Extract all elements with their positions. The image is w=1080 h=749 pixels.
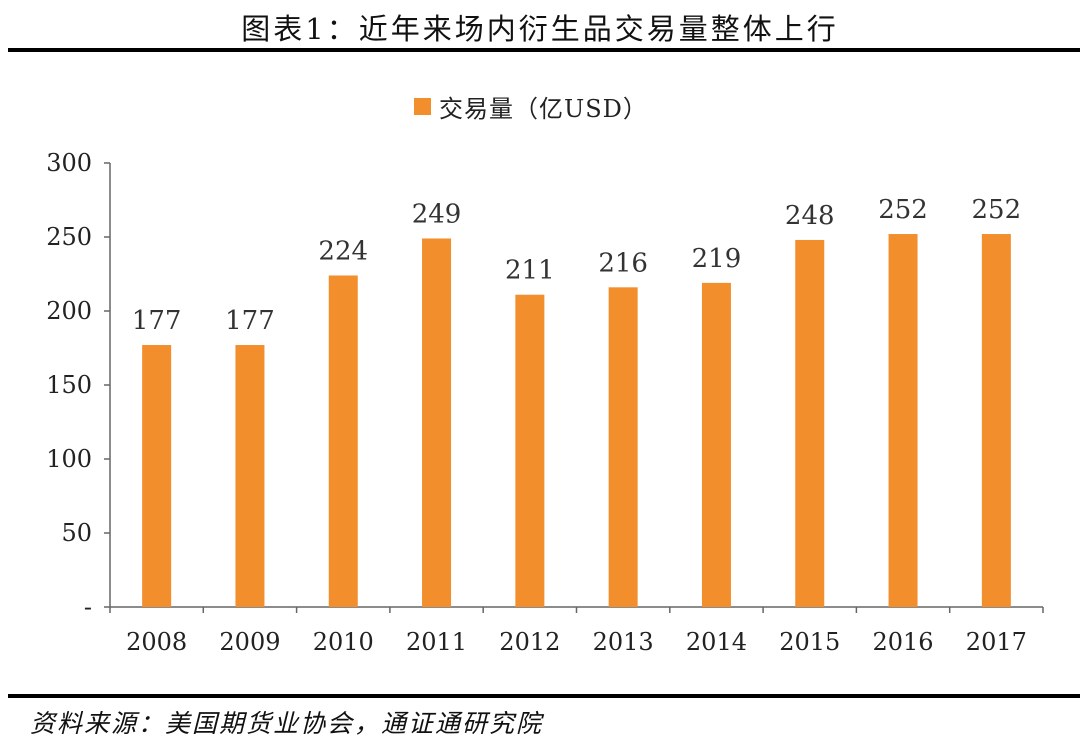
bar-value-label: 249 xyxy=(412,199,462,229)
bar-2017 xyxy=(981,234,1011,608)
y-tick-label: - xyxy=(84,593,92,621)
legend-label: 交易量（亿USD） xyxy=(439,94,648,123)
x-tick-label: 2012 xyxy=(499,628,560,656)
chart-title: 图表1：近年来场内衍生品交易量整体上行 xyxy=(241,12,839,46)
bar-value-label: 248 xyxy=(785,201,835,231)
bar-2016 xyxy=(888,234,918,608)
bar-2014 xyxy=(701,282,731,607)
bar-value-label: 224 xyxy=(318,236,368,266)
y-tick-label: 50 xyxy=(61,519,92,547)
data-labels: 177 177 224 249 211 216 219 248 252 252 xyxy=(132,195,1021,336)
bar-2015 xyxy=(795,239,825,607)
x-tick-label: 2017 xyxy=(966,628,1027,656)
x-tick-labels: 2008 2009 2010 2011 2012 2013 2014 2015 2016 2017 xyxy=(126,628,1027,656)
y-tick-label: 250 xyxy=(46,223,92,251)
x-tick-label: 2014 xyxy=(686,628,747,656)
bar-value-label: 211 xyxy=(505,256,555,286)
bottom-rule xyxy=(8,694,1080,698)
y-tick-labels: - 50 100 150 200 250 300 xyxy=(46,149,92,621)
x-tick-label: 2016 xyxy=(873,628,934,656)
bar-value-label: 216 xyxy=(598,248,648,278)
y-tick-label: 100 xyxy=(46,445,92,473)
bar-value-label: 252 xyxy=(878,195,928,225)
bar-value-label: 252 xyxy=(972,195,1022,225)
bar-2013 xyxy=(608,287,638,607)
bar-2010 xyxy=(328,275,358,607)
legend-swatch xyxy=(414,97,431,115)
y-tick-label: 300 xyxy=(46,149,92,177)
y-tick-label: 150 xyxy=(46,371,92,399)
x-tick-label: 2011 xyxy=(406,628,467,656)
source-note: 资料来源：美国期货业协会，通证通研究院 xyxy=(30,709,544,738)
bar-value-label: 177 xyxy=(132,306,182,336)
y-tick-label: 200 xyxy=(46,297,92,325)
top-rule xyxy=(8,48,1080,52)
bar-2008 xyxy=(142,345,172,607)
bars xyxy=(142,234,1011,608)
x-tick-label: 2008 xyxy=(126,628,187,656)
axes xyxy=(104,162,1044,613)
bar-2009 xyxy=(235,345,265,607)
bar-value-label: 219 xyxy=(692,244,742,274)
legend: 交易量（亿USD） xyxy=(414,89,648,123)
x-tick-label: 2015 xyxy=(779,628,840,656)
x-tick-label: 2013 xyxy=(593,628,654,656)
bar-2012 xyxy=(515,294,545,607)
x-tick-label: 2010 xyxy=(313,628,374,656)
x-tick-label: 2009 xyxy=(219,628,280,656)
bar-value-label: 177 xyxy=(225,306,275,336)
bar-2011 xyxy=(422,238,452,608)
